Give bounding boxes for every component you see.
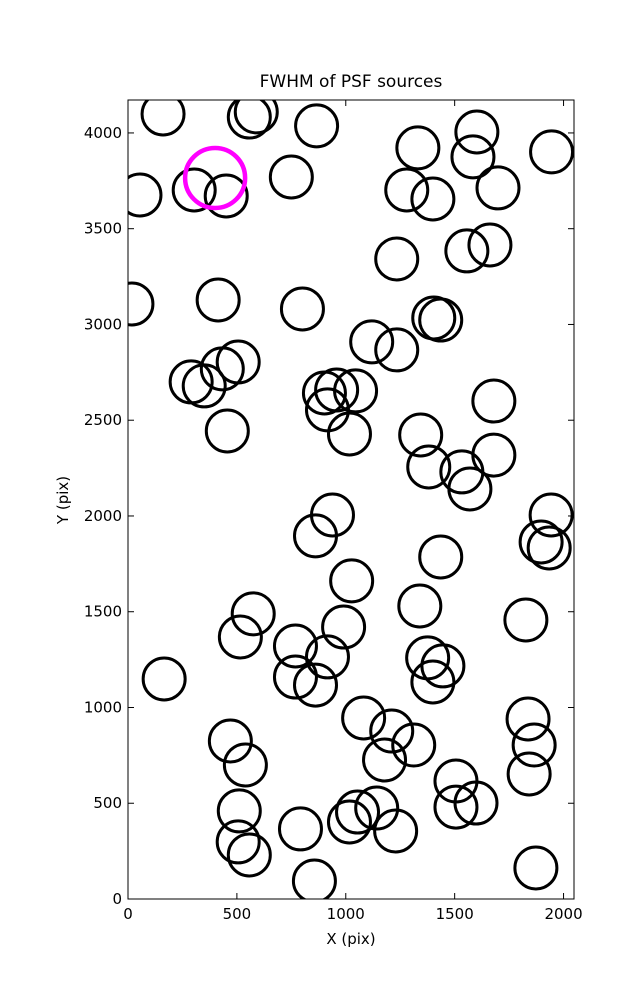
psf-source bbox=[226, 832, 272, 878]
psf-source bbox=[333, 368, 379, 414]
psf-source bbox=[354, 785, 400, 831]
psf-source bbox=[526, 525, 572, 571]
psf-source bbox=[141, 656, 187, 702]
psf-source bbox=[349, 319, 395, 365]
psf-source bbox=[418, 534, 464, 580]
psf-source bbox=[528, 492, 574, 538]
psf-source bbox=[518, 519, 564, 565]
psf-source bbox=[222, 742, 268, 788]
psf-source bbox=[321, 604, 367, 650]
psf-source bbox=[384, 167, 430, 213]
x-tick-label: 1500 bbox=[436, 905, 474, 923]
psf-source bbox=[418, 297, 464, 343]
psf-source bbox=[471, 432, 517, 478]
psf-source bbox=[374, 327, 420, 373]
psf-source bbox=[450, 134, 496, 180]
psf-source bbox=[397, 583, 443, 629]
y-tick-label: 500 bbox=[93, 794, 122, 812]
psf-source bbox=[215, 339, 261, 385]
psf-source bbox=[233, 100, 279, 135]
psf-source bbox=[475, 165, 521, 211]
psf-source bbox=[181, 363, 227, 409]
psf-source bbox=[279, 286, 325, 332]
psf-source bbox=[335, 789, 381, 835]
psf-source bbox=[506, 751, 552, 797]
highlight-source bbox=[182, 145, 248, 211]
psf-source bbox=[373, 808, 419, 854]
psf-source bbox=[277, 806, 323, 852]
psf-source bbox=[453, 780, 499, 826]
plot-area bbox=[128, 100, 574, 899]
chart-title: FWHM of PSF sources bbox=[260, 72, 443, 92]
psf-source bbox=[304, 634, 350, 680]
psf-source bbox=[293, 662, 339, 708]
psf-source bbox=[291, 858, 337, 899]
y-tick-label: 1500 bbox=[84, 603, 122, 621]
plot-frame bbox=[127, 99, 575, 900]
x-tick-label: 0 bbox=[123, 905, 133, 923]
y-tick-label: 1000 bbox=[84, 698, 122, 716]
psf-source bbox=[215, 819, 261, 865]
x-axis-label: X (pix) bbox=[326, 930, 375, 948]
psf-source bbox=[433, 784, 479, 830]
psf-source bbox=[391, 722, 437, 768]
psf-source bbox=[369, 708, 415, 754]
psf-source bbox=[217, 614, 263, 660]
psf-source bbox=[230, 591, 276, 637]
psf-source bbox=[326, 799, 372, 845]
psf-source bbox=[268, 154, 314, 200]
psf-source bbox=[398, 412, 444, 458]
x-tick-label: 2000 bbox=[544, 905, 582, 923]
psf-source bbox=[447, 466, 493, 512]
psf-source bbox=[314, 367, 360, 413]
y-tick-label: 2500 bbox=[84, 411, 122, 429]
psf-source bbox=[226, 100, 272, 140]
psf-source bbox=[406, 444, 452, 490]
psf-source bbox=[128, 172, 163, 218]
psf-source bbox=[454, 109, 500, 155]
psf-source bbox=[128, 281, 155, 327]
psf-source bbox=[272, 654, 318, 700]
psf-source bbox=[503, 597, 549, 643]
psf-source bbox=[529, 129, 574, 175]
y-tick-label: 2000 bbox=[84, 507, 122, 525]
psf-source bbox=[207, 718, 253, 764]
psf-source bbox=[444, 228, 490, 274]
psf-source bbox=[511, 722, 557, 768]
psf-source bbox=[505, 696, 551, 742]
x-tick-label: 1000 bbox=[327, 905, 365, 923]
y-axis-label: Y (pix) bbox=[54, 476, 72, 525]
psf-source bbox=[203, 173, 249, 219]
psf-source bbox=[140, 100, 186, 137]
psf-source bbox=[326, 411, 372, 457]
x-tick-label: 500 bbox=[223, 905, 252, 923]
psf-source bbox=[374, 236, 420, 282]
psf-source bbox=[171, 167, 217, 213]
psf-source bbox=[195, 277, 241, 323]
psf-source bbox=[395, 125, 441, 171]
psf-source bbox=[329, 558, 375, 604]
psf-source bbox=[513, 845, 559, 891]
psf-source bbox=[272, 623, 318, 669]
psf-source bbox=[410, 659, 456, 705]
y-tick-label: 3500 bbox=[84, 220, 122, 238]
psf-source bbox=[293, 513, 339, 559]
psf-source bbox=[467, 222, 513, 268]
psf-source bbox=[439, 449, 485, 495]
psf-source bbox=[471, 378, 517, 424]
y-tick-label: 4000 bbox=[84, 124, 122, 142]
psf-source bbox=[362, 737, 408, 783]
psf-source bbox=[204, 408, 250, 454]
y-tick-label: 0 bbox=[112, 890, 122, 908]
psf-source bbox=[216, 788, 262, 834]
psf-source bbox=[294, 103, 340, 149]
psf-source bbox=[410, 176, 456, 222]
psf-source bbox=[341, 695, 387, 741]
psf-source bbox=[420, 643, 466, 689]
y-tick-label: 3000 bbox=[84, 315, 122, 333]
